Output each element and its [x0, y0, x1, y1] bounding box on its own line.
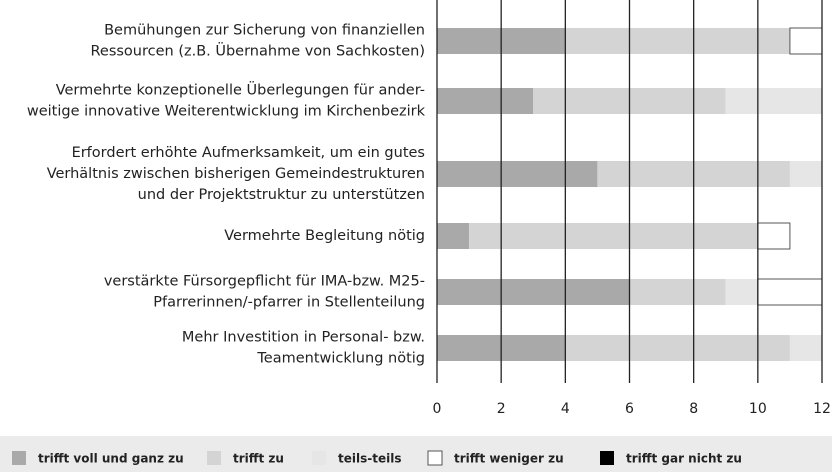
category-label: verstärkte Fürsorgepflicht für IMA-bzw. … [104, 274, 425, 290]
legend-label: teils-teils [338, 452, 401, 466]
legend-background [0, 436, 832, 472]
legend-label: trifft zu [233, 452, 284, 466]
legend-swatch [207, 451, 221, 465]
bar-segment [629, 279, 726, 305]
legend-label: trifft weniger zu [454, 452, 564, 466]
category-label: Verhältnis zwischen bisherigen Gemeindes… [47, 166, 425, 182]
legend-swatch [600, 451, 614, 465]
bar-segment [437, 161, 598, 187]
legend-label: trifft voll und ganz zu [38, 452, 184, 466]
x-tick-label: 4 [561, 401, 570, 417]
category-label: Teamentwicklung nötig [256, 351, 425, 367]
bar-segment [437, 223, 470, 249]
legend-label: trifft gar nicht zu [626, 452, 742, 466]
x-tick-label: 8 [689, 401, 698, 417]
legend-swatch [427, 450, 443, 466]
bar-segment [469, 223, 758, 249]
x-tick-label: 10 [749, 401, 767, 417]
bar-segment [789, 161, 822, 187]
bar-segment [789, 335, 822, 361]
bar-segment [757, 278, 823, 306]
bar-segment [565, 335, 790, 361]
x-tick-label: 12 [813, 401, 831, 417]
category-label: Bemühungen zur Sicherung von finanzielle… [104, 23, 425, 39]
category-label: Ressourcen (z.B. Übernahme von Sachkoste… [90, 42, 425, 60]
legend-swatch [312, 451, 326, 465]
x-tick-label: 2 [497, 401, 506, 417]
category-label: Pfarrerinnen/-pfarrer in Stellenteilung [153, 295, 425, 311]
bar-segment [789, 27, 823, 55]
bar-segment [437, 279, 630, 305]
bar-segment [565, 28, 790, 54]
legend-swatch [12, 451, 26, 465]
bar-segment [437, 88, 534, 114]
bar-segment [725, 279, 758, 305]
category-label: und der Projektstruktur zu unterstützen [138, 187, 425, 203]
x-tick-label: 6 [625, 401, 634, 417]
bar-segment [725, 88, 822, 114]
x-tick-label: 0 [433, 401, 442, 417]
bar-segment [757, 222, 791, 250]
category-label: Vermehrte konzeptionelle Überlegungen fü… [56, 81, 425, 99]
category-label: Vermehrte Begleitung nötig [224, 228, 425, 244]
category-label: weitige innovative Weiterentwicklung im … [27, 104, 426, 120]
category-label: Mehr Investition in Personal- bzw. [182, 330, 425, 346]
category-label: Erfordert erhöhte Aufmerksamkeit, um ein… [72, 145, 425, 161]
